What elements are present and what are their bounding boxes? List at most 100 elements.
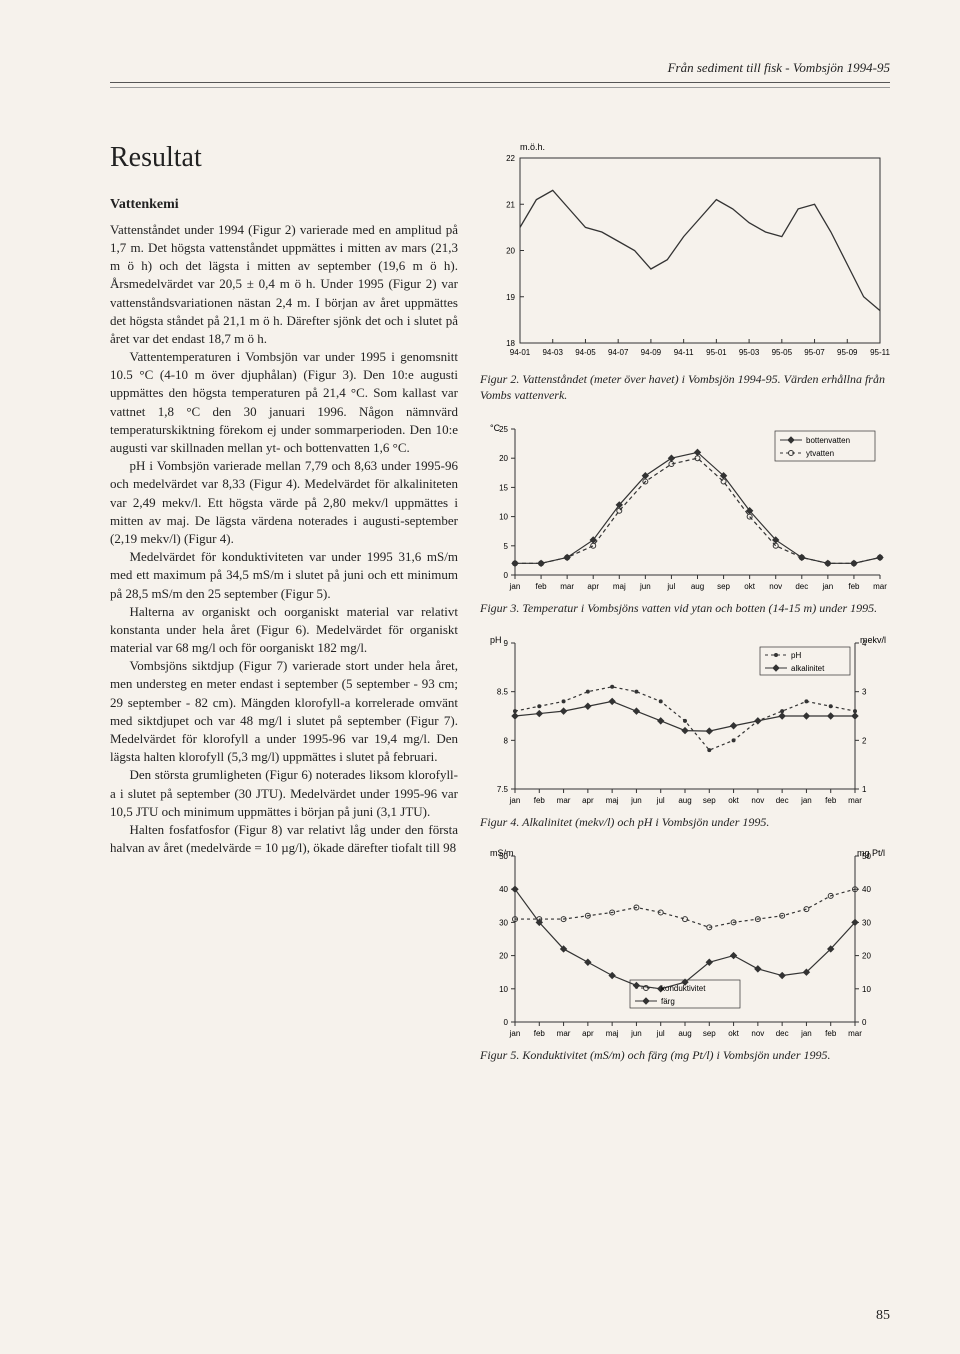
svg-text:10: 10 [862, 985, 871, 994]
svg-text:mar: mar [848, 1029, 862, 1038]
svg-text:mar: mar [557, 796, 571, 805]
subhead-vattenkemi: Vattenkemi [110, 195, 458, 215]
svg-text:okt: okt [728, 796, 739, 805]
para-5: Halterna av organiskt och oorganiskt mat… [110, 603, 458, 658]
svg-text:jun: jun [639, 582, 651, 591]
svg-text:aug: aug [691, 582, 704, 591]
svg-text:maj: maj [606, 796, 619, 805]
svg-text:1: 1 [862, 785, 867, 794]
svg-text:aug: aug [678, 1029, 691, 1038]
svg-text:40: 40 [862, 886, 871, 895]
svg-text:apr: apr [582, 796, 594, 805]
svg-text:dec: dec [776, 796, 789, 805]
svg-text:94-09: 94-09 [641, 348, 662, 357]
svg-text:konduktivitet: konduktivitet [661, 984, 706, 993]
svg-text:94-03: 94-03 [542, 348, 563, 357]
svg-text:95-11: 95-11 [870, 348, 890, 357]
svg-text:10: 10 [499, 513, 508, 522]
svg-text:feb: feb [825, 1029, 837, 1038]
figure-3: °C0510152025janfebmaraprmajjunjulaugsepo… [480, 417, 890, 617]
svg-text:22: 22 [506, 154, 515, 163]
svg-text:4: 4 [862, 639, 867, 648]
figure-2-caption: Figur 2. Vattenståndet (meter över havet… [480, 372, 890, 403]
para-3: pH i Vombsjön varierade mellan 7,79 och … [110, 457, 458, 548]
svg-text:feb: feb [534, 796, 546, 805]
svg-text:jan: jan [509, 796, 521, 805]
figure-3-caption: Figur 3. Temperatur i Vombsjöns vatten v… [480, 601, 890, 617]
svg-text:95-01: 95-01 [706, 348, 727, 357]
svg-text:m.ö.h.: m.ö.h. [520, 142, 545, 152]
svg-text:18: 18 [506, 339, 515, 348]
svg-text:8.5: 8.5 [497, 687, 509, 696]
svg-text:jan: jan [800, 796, 812, 805]
svg-text:jun: jun [630, 1029, 642, 1038]
figure-4-caption: Figur 4. Alkalinitet (mekv/l) och pH i V… [480, 815, 890, 831]
svg-text:apr: apr [582, 1029, 594, 1038]
svg-text:okt: okt [728, 1029, 739, 1038]
svg-text:feb: feb [848, 582, 860, 591]
svg-text:maj: maj [613, 582, 626, 591]
svg-text:apr: apr [587, 582, 599, 591]
figure-4: pHmekv/l7.588.591234janfebmaraprmajjunju… [480, 631, 890, 831]
svg-text:jan: jan [509, 582, 521, 591]
svg-text:dec: dec [795, 582, 808, 591]
svg-text:jun: jun [630, 796, 642, 805]
para-2: Vattentemperaturen i Vombsjön var under … [110, 348, 458, 457]
svg-text:sep: sep [703, 1029, 716, 1038]
svg-text:20: 20 [506, 247, 515, 256]
svg-text:94-05: 94-05 [575, 348, 596, 357]
svg-text:30: 30 [499, 919, 508, 928]
svg-text:50: 50 [499, 852, 508, 861]
svg-text:15: 15 [499, 484, 508, 493]
svg-text:95-05: 95-05 [772, 348, 793, 357]
figure-2: m.ö.h.181920212294-0194-0394-0594-0794-0… [480, 138, 890, 403]
svg-text:jul: jul [656, 1029, 665, 1038]
svg-text:okt: okt [744, 582, 755, 591]
svg-text:nov: nov [751, 1029, 764, 1038]
svg-text:jul: jul [656, 796, 665, 805]
svg-text:feb: feb [536, 582, 548, 591]
svg-text:9: 9 [504, 639, 509, 648]
para-7: Den största grumligheten (Figur 6) noter… [110, 766, 458, 821]
svg-text:feb: feb [534, 1029, 546, 1038]
svg-text:nov: nov [769, 582, 782, 591]
svg-text:sep: sep [703, 796, 716, 805]
svg-text:ytvatten: ytvatten [806, 449, 834, 458]
svg-text:95-03: 95-03 [739, 348, 760, 357]
svg-text:20: 20 [862, 952, 871, 961]
svg-text:pH: pH [490, 635, 502, 645]
svg-text:10: 10 [499, 985, 508, 994]
svg-text:maj: maj [606, 1029, 619, 1038]
svg-text:50: 50 [862, 852, 871, 861]
figure-column: m.ö.h.181920212294-0194-0394-0594-0794-0… [480, 138, 890, 1078]
svg-text:94-11: 94-11 [674, 348, 694, 357]
page-number: 85 [876, 1308, 890, 1324]
header-rule-thin [110, 87, 890, 88]
svg-text:95-09: 95-09 [837, 348, 858, 357]
svg-text:19: 19 [506, 293, 515, 302]
section-title: Resultat [110, 138, 458, 177]
svg-text:jul: jul [666, 582, 675, 591]
svg-text:3: 3 [862, 687, 867, 696]
svg-text:jan: jan [509, 1029, 521, 1038]
svg-text:21: 21 [506, 200, 515, 209]
svg-text:0: 0 [504, 1018, 509, 1027]
svg-text:25: 25 [499, 425, 508, 434]
svg-text:alkalinitet: alkalinitet [791, 664, 825, 673]
svg-text:5: 5 [504, 542, 509, 551]
running-head: Från sediment till fisk - Vombsjön 1994-… [110, 60, 890, 76]
svg-text:30: 30 [862, 919, 871, 928]
svg-text:jan: jan [822, 582, 834, 591]
svg-text:0: 0 [504, 571, 509, 580]
svg-text:nov: nov [751, 796, 764, 805]
svg-text:8: 8 [504, 736, 509, 745]
svg-text:40: 40 [499, 886, 508, 895]
svg-text:mar: mar [848, 796, 862, 805]
svg-text:7.5: 7.5 [497, 785, 509, 794]
svg-text:pH: pH [791, 651, 801, 660]
text-column: Resultat Vattenkemi Vattenståndet under … [110, 138, 458, 1078]
svg-text:95-07: 95-07 [804, 348, 825, 357]
svg-text:20: 20 [499, 454, 508, 463]
svg-text:färg: färg [661, 997, 675, 1006]
para-4: Medelvärdet för konduktiviteten var unde… [110, 548, 458, 603]
